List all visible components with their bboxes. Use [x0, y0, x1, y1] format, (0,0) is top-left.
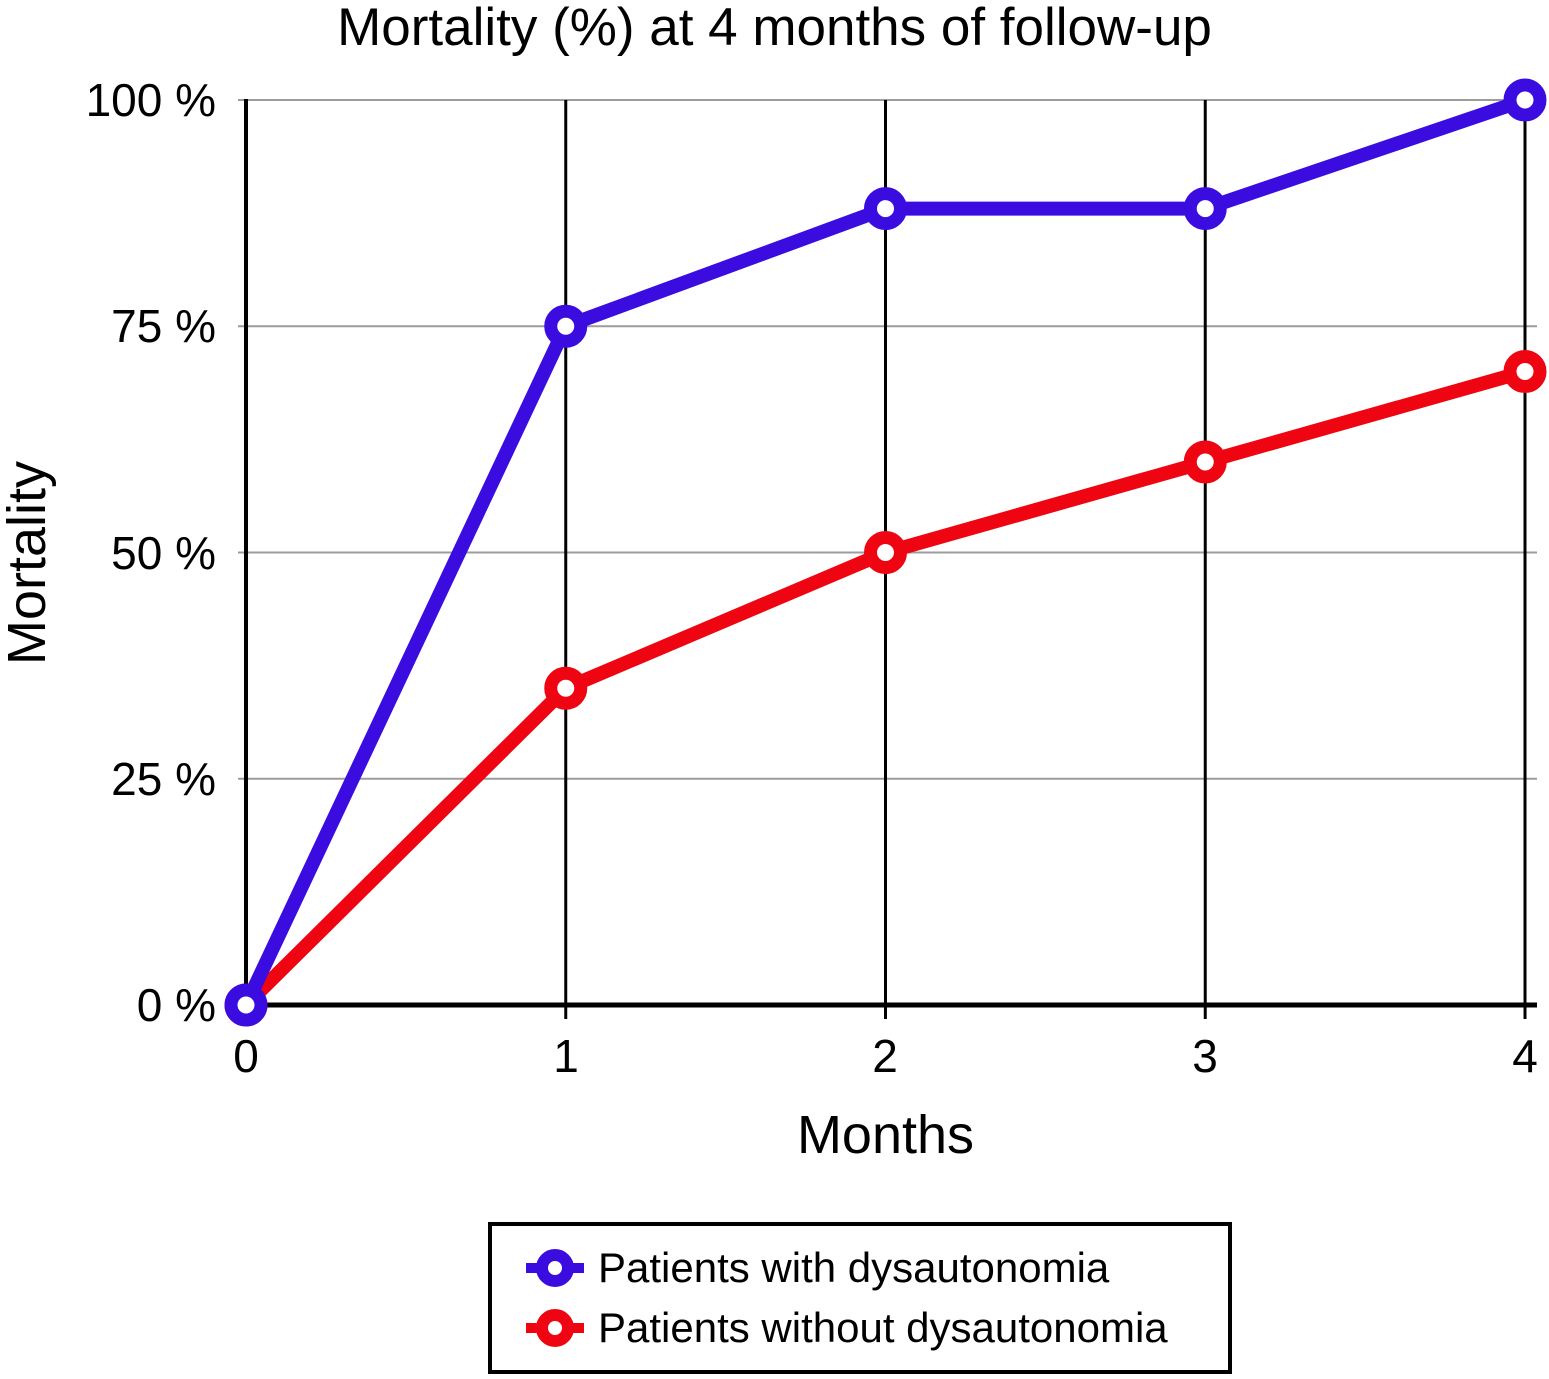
legend-label-without-dysautonomia: Patients without dysautonomia [598, 1304, 1168, 1351]
legend-marker-circle [536, 1309, 574, 1347]
y-tick-label-50: 50 % [111, 527, 216, 579]
data-point-patients-with-dysautonomia-month-1 [544, 304, 588, 348]
y-tick-label-0: 0 % [136, 979, 216, 1031]
legend-label-with-dysautonomia: Patients with dysautonomia [598, 1244, 1110, 1291]
x-axis-title: Months [796, 1105, 975, 1165]
y-tick-label-25: 25 % [111, 753, 216, 805]
legend-marker-without-dysautonomia [526, 1306, 584, 1350]
y-tick-label-100: 100 % [85, 74, 216, 126]
legend-marker-icon [526, 1249, 584, 1287]
x-tick-label-4: 4 [1512, 1030, 1538, 1082]
data-point-patients-without-dysautonomia-month-2 [864, 531, 907, 574]
x-tick-label-2: 2 [872, 1030, 898, 1082]
legend-item-with-dysautonomia: Patients with dysautonomia [526, 1239, 1228, 1297]
data-point-patients-without-dysautonomia-month-4 [1503, 350, 1547, 393]
legend-marker-icon [526, 1309, 584, 1347]
data-point-patients-without-dysautonomia-month-3 [1183, 440, 1227, 484]
data-point-patients-with-dysautonomia-month-2 [864, 187, 907, 231]
chart-title: Mortality (%) at 4 months of follow-up [337, 0, 1212, 57]
x-tick-label-3: 3 [1192, 1030, 1218, 1082]
legend-marker-with-dysautonomia [526, 1246, 584, 1290]
y-tick-label-75: 75 % [111, 300, 216, 352]
x-tick-label-1: 1 [553, 1030, 579, 1082]
data-point-patients-with-dysautonomia-month-4 [1503, 78, 1547, 122]
legend-marker-circle [536, 1249, 574, 1287]
data-point-patients-with-dysautonomia-month-0 [224, 983, 268, 1027]
legend-box: Patients with dysautonomia Patients with… [488, 1222, 1232, 1374]
x-tick-label-0: 0 [233, 1030, 259, 1082]
data-point-patients-with-dysautonomia-month-3 [1183, 187, 1227, 231]
legend-item-without-dysautonomia: Patients without dysautonomia [526, 1299, 1228, 1357]
data-point-patients-without-dysautonomia-month-1 [544, 666, 588, 710]
